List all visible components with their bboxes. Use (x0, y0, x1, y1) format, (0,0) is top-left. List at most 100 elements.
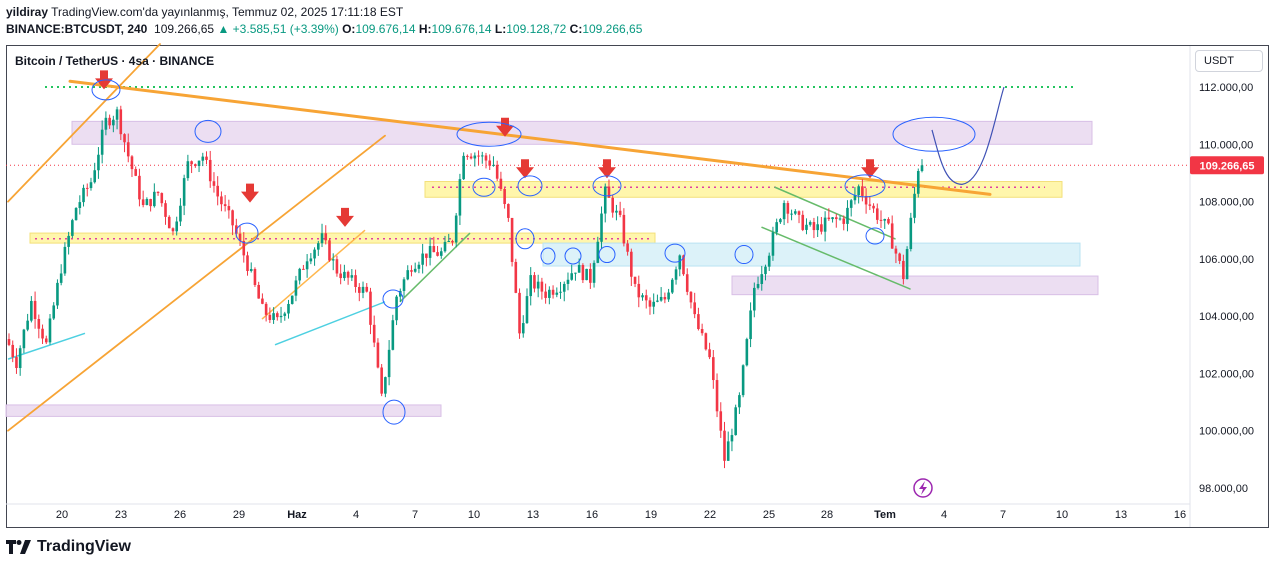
candle-body[interactable] (767, 255, 771, 267)
candle-body[interactable] (678, 255, 682, 270)
currency-button[interactable]: USDT (1195, 50, 1263, 72)
cyan-line-mid[interactable] (274, 301, 386, 346)
candle-body[interactable] (179, 205, 182, 222)
candle-body[interactable] (909, 217, 913, 250)
candle-body[interactable] (138, 175, 141, 200)
touch-point-ellipse[interactable] (456, 121, 522, 147)
candle-body[interactable] (633, 276, 637, 284)
candle-body[interactable] (879, 219, 883, 221)
candle-body[interactable] (846, 207, 849, 224)
candle-body[interactable] (443, 241, 447, 252)
candle-body[interactable] (402, 279, 406, 291)
candle-body[interactable] (417, 264, 421, 269)
candle-body[interactable] (436, 252, 439, 256)
candle-body[interactable] (309, 258, 313, 262)
candle-body[interactable] (864, 195, 868, 205)
candle-body[interactable] (812, 222, 816, 231)
candle-body[interactable] (916, 171, 920, 194)
candle-body[interactable] (208, 159, 212, 182)
candle-body[interactable] (894, 248, 898, 254)
candle-body[interactable] (492, 164, 495, 166)
candle-body[interactable] (671, 279, 674, 293)
candle-body[interactable] (257, 284, 260, 299)
candle-body[interactable] (753, 287, 756, 311)
touch-point-ellipse[interactable] (892, 116, 976, 152)
candle-body[interactable] (287, 303, 290, 314)
touch-point-ellipse[interactable] (844, 174, 886, 198)
candle-body[interactable] (320, 233, 324, 244)
candle-body[interactable] (112, 119, 115, 126)
candle-body[interactable] (26, 320, 29, 330)
candle-body[interactable] (659, 296, 663, 301)
candle-body[interactable] (685, 274, 689, 292)
candle-body[interactable] (536, 281, 540, 289)
candle-body[interactable] (93, 170, 97, 183)
candle-body[interactable] (726, 441, 730, 461)
candle-body[interactable] (82, 187, 85, 203)
candle-body[interactable] (913, 193, 916, 218)
author-name[interactable]: yildiray (6, 5, 49, 19)
candle-body[interactable] (48, 318, 52, 343)
candle-body[interactable] (71, 220, 74, 236)
candle-body[interactable] (596, 241, 600, 263)
candle-body[interactable] (749, 310, 752, 340)
candle-body[interactable] (674, 269, 678, 280)
candle-body[interactable] (756, 283, 760, 288)
candle-body[interactable] (898, 253, 901, 261)
touch-point-ellipse[interactable] (235, 222, 259, 244)
candle-body[interactable] (861, 186, 864, 196)
candle-body[interactable] (540, 281, 544, 292)
candle-body[interactable] (525, 296, 529, 324)
touch-point-ellipse[interactable] (598, 246, 616, 264)
candle-body[interactable] (615, 210, 618, 213)
candle-body[interactable] (391, 320, 395, 350)
candle-body[interactable] (451, 240, 454, 243)
candle-body[interactable] (797, 211, 801, 215)
candle-body[interactable] (350, 275, 354, 278)
candle-body[interactable] (622, 214, 626, 244)
candle-body[interactable] (413, 268, 417, 272)
candle-body[interactable] (793, 211, 797, 214)
candle-body[interactable] (190, 161, 193, 165)
symbol-label[interactable]: BINANCE:BTCUSDT, 240 (6, 22, 148, 36)
candle-body[interactable] (272, 313, 275, 320)
candle-body[interactable] (380, 367, 383, 394)
candle-body[interactable] (130, 156, 134, 170)
candle-body[interactable] (264, 303, 268, 315)
touch-point-ellipse[interactable] (382, 289, 404, 309)
candle-body[interactable] (238, 233, 242, 241)
touch-point-ellipse[interactable] (382, 399, 406, 425)
candle-body[interactable] (712, 357, 715, 381)
candle-body[interactable] (261, 298, 264, 304)
orange-small-line[interactable] (261, 229, 366, 320)
candle-body[interactable] (372, 324, 376, 343)
candle-body[interactable] (656, 300, 659, 302)
candle-body[interactable] (708, 349, 711, 358)
touch-point-ellipse[interactable] (664, 243, 686, 263)
purple-zone-low[interactable] (5, 404, 442, 417)
candle-body[interactable] (141, 199, 145, 206)
candle-body[interactable] (335, 259, 339, 274)
candle-body[interactable] (85, 187, 89, 189)
candle-body[interactable] (503, 188, 506, 205)
candle-body[interactable] (253, 269, 257, 285)
candle-body[interactable] (175, 221, 178, 232)
candle-body[interactable] (283, 313, 287, 316)
candle-body[interactable] (857, 186, 860, 196)
candle-body[interactable] (559, 291, 562, 293)
candle-body[interactable] (544, 291, 547, 298)
candle-body[interactable] (186, 161, 190, 179)
candle-body[interactable] (290, 295, 294, 304)
candle-body[interactable] (480, 155, 484, 157)
candle-body[interactable] (343, 271, 346, 279)
candle-body[interactable] (324, 233, 328, 241)
candle-body[interactable] (603, 186, 607, 214)
candle-body[interactable] (905, 249, 909, 280)
candle-body[interactable] (760, 274, 764, 284)
candle-body[interactable] (764, 266, 767, 275)
candle-body[interactable] (831, 217, 834, 220)
candle-body[interactable] (369, 291, 372, 325)
candle-body[interactable] (59, 273, 63, 283)
candle-body[interactable] (723, 430, 726, 461)
candle-body[interactable] (682, 255, 685, 275)
